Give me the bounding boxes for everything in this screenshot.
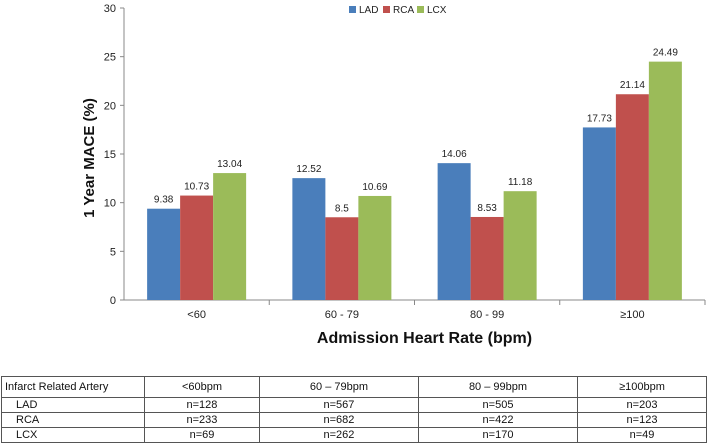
- data-label: 11.18: [508, 177, 533, 188]
- table-row: LCX n=69 n=262 n=170 n=49: [1, 427, 707, 443]
- table-cell: n=567: [258, 397, 419, 413]
- bar-lad: [582, 127, 616, 300]
- mace-bar-chart: 0 5 10 15 20 25 30 <60 9.38 10.73 13.04 60 - 79 12.5…: [81, 3, 706, 347]
- bar-lad: [147, 208, 181, 300]
- legend-label-lad: LAD: [359, 5, 378, 16]
- data-label: 8.5: [335, 203, 349, 214]
- y-tick-label: 15: [104, 149, 116, 161]
- bar-rca: [180, 195, 214, 300]
- y-tick-label: 0: [110, 295, 116, 307]
- x-tick-label: 60 - 79: [325, 309, 359, 321]
- table-header-60-79: 60 – 79bpm: [258, 376, 419, 398]
- table-header-lt60: <60bpm: [144, 376, 260, 398]
- table-row-label: LAD: [1, 397, 145, 413]
- table-cell: n=505: [417, 397, 579, 413]
- table-cell: n=262: [258, 427, 419, 443]
- data-label: 9.38: [154, 195, 174, 206]
- data-label: 8.53: [477, 203, 497, 214]
- data-label: 10.69: [362, 182, 387, 193]
- bar-lad: [292, 178, 326, 300]
- data-label: 21.14: [620, 80, 645, 91]
- table-cell: n=69: [144, 427, 260, 443]
- table-header-ge100: ≥100bpm: [577, 376, 707, 398]
- sample-size-table: Infarct Related Artery <60bpm 60 – 79bpm…: [1, 376, 707, 443]
- table-header-artery: Infarct Related Artery: [1, 376, 145, 398]
- y-tick-label: 10: [104, 198, 116, 210]
- legend-swatch-rca: [383, 6, 390, 13]
- data-label: 13.04: [217, 159, 242, 170]
- table-header-80-99: 80 – 99bpm: [417, 376, 579, 398]
- x-tick-label: 80 - 99: [470, 309, 504, 321]
- bar-lcx: [503, 191, 537, 300]
- y-tick-label: 30: [104, 3, 116, 15]
- y-tick-label: 20: [104, 100, 116, 112]
- table-row-label: RCA: [1, 412, 145, 428]
- data-label: 17.73: [587, 113, 612, 124]
- table-cell: n=682: [258, 412, 419, 428]
- legend-label-lcx: LCX: [427, 5, 447, 16]
- bar-rca: [615, 94, 649, 300]
- bar-lcx: [213, 173, 247, 300]
- table-cell: n=128: [144, 397, 260, 413]
- bar-rca: [325, 217, 359, 300]
- y-tick-label: 5: [110, 246, 116, 258]
- data-label: 14.06: [442, 149, 467, 160]
- data-label: 24.49: [653, 48, 678, 59]
- data-label: 10.73: [184, 182, 209, 193]
- table-cell: n=422: [417, 412, 579, 428]
- bar-lad: [437, 163, 471, 300]
- table-cell: n=233: [144, 412, 260, 428]
- legend-swatch-lcx: [417, 6, 424, 13]
- table-row-label: LCX: [1, 427, 145, 443]
- table-header-row: Infarct Related Artery <60bpm 60 – 79bpm…: [1, 376, 707, 398]
- legend-swatch-lad: [349, 6, 356, 13]
- x-axis-title: Admission Heart Rate (bpm): [317, 330, 532, 347]
- y-tick-label: 25: [104, 52, 116, 64]
- x-tick-label: ≥100: [620, 309, 644, 321]
- data-label: 12.52: [296, 164, 321, 175]
- table-cell: n=123: [577, 412, 707, 428]
- bar-lcx: [648, 61, 682, 301]
- bar-lcx: [358, 195, 392, 300]
- table-cell: n=203: [577, 397, 707, 413]
- y-axis-title: 1 Year MACE (%): [81, 98, 98, 218]
- legend-label-rca: RCA: [393, 5, 414, 16]
- table-row: RCA n=233 n=682 n=422 n=123: [1, 412, 707, 428]
- x-tick-label: <60: [187, 309, 206, 321]
- table-cell: n=49: [577, 427, 707, 443]
- table-cell: n=170: [417, 427, 579, 443]
- table-row: LAD n=128 n=567 n=505 n=203: [1, 397, 707, 413]
- bar-rca: [470, 216, 504, 300]
